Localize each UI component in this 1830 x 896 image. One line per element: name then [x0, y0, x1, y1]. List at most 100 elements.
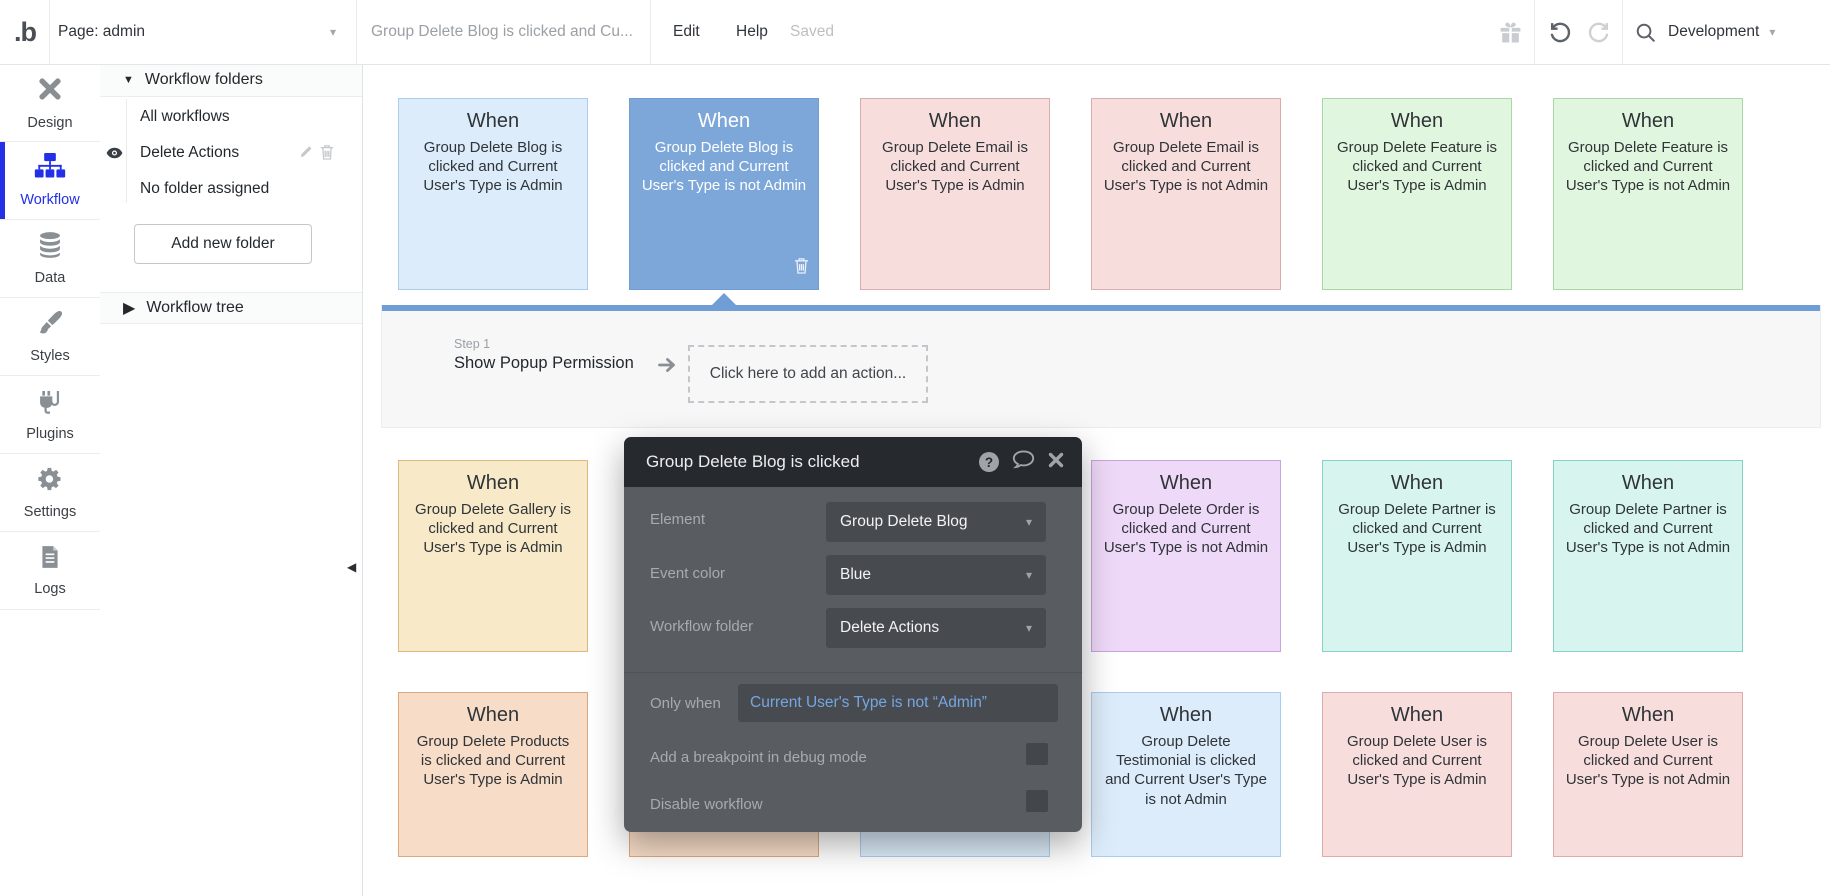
sidebar-item-label: Settings	[23, 504, 77, 520]
event-card-when-label: When	[1390, 472, 1444, 494]
workflow-event-card[interactable]: When Group Delete Blog is clicked and Cur…	[398, 98, 588, 290]
workflow-event-card[interactable]: When Group Delete User is clicked and Cur…	[1553, 692, 1743, 857]
folder-item-all-workflows[interactable]: All workflows	[100, 99, 362, 135]
workflow-folders-panel: ▼ Workflow folders All workflows Delete …	[100, 64, 363, 896]
workflow-event-card[interactable]: When Group Delete Order is clicked and Cu…	[1091, 460, 1281, 652]
menu-edit[interactable]: Edit	[673, 23, 700, 40]
trash-icon[interactable]	[320, 144, 334, 165]
workflow-title-field[interactable]: Group Delete Blog is clicked and Cu...	[371, 23, 633, 40]
sitemap-icon	[34, 153, 66, 186]
arrow-right-icon	[658, 357, 678, 378]
workflow-tree-header[interactable]: ▶ Workflow tree	[100, 292, 362, 324]
event-color-value: Blue	[840, 566, 872, 583]
environment-selector[interactable]: Development ▾	[1668, 0, 1775, 64]
left-nav-sidebar: Design Workflow Data Styles Plugins	[0, 64, 101, 896]
event-card-condition-text: Group Delete Testimonial is clicked and …	[1105, 733, 1267, 808]
page-selector[interactable]: Page: admin	[58, 23, 146, 40]
sidebar-item-logs[interactable]: Logs	[0, 532, 100, 610]
popup-title: Group Delete Blog is clicked	[646, 452, 860, 471]
panel-collapse-icon[interactable]: ◀	[347, 560, 357, 574]
sidebar-item-label: Plugins	[26, 426, 74, 442]
breakpoint-checkbox[interactable]	[1026, 743, 1048, 765]
workflow-event-card[interactable]: When Group Delete Testimonial is clicked …	[1091, 692, 1281, 857]
event-color-dropdown[interactable]: Blue ▾	[826, 555, 1046, 595]
only-when-condition-input[interactable]: Current User's Type is not “Admin”	[738, 684, 1058, 722]
add-action-button[interactable]: Click here to add an action...	[688, 345, 928, 403]
chevron-down-icon: ▾	[1769, 25, 1776, 39]
workflow-event-card[interactable]: When Group Delete Partner is clicked and …	[1322, 460, 1512, 652]
element-dropdown[interactable]: Group Delete Blog ▾	[826, 502, 1046, 542]
workflow-event-card[interactable]: When Group Delete Email is clicked and Cu…	[1091, 98, 1281, 290]
sidebar-item-label: Workflow	[20, 192, 80, 208]
step-panel: Step 1 Show Popup Permission Click here …	[381, 305, 1821, 428]
step-action-name[interactable]: Show Popup Permission	[454, 354, 634, 372]
step-panel-pointer	[712, 293, 736, 305]
workflow-folder-dropdown[interactable]: Delete Actions ▾	[826, 608, 1046, 648]
workflow-folder-label: Workflow folder	[650, 618, 754, 635]
popup-header[interactable]: Group Delete Blog is clicked ?	[624, 437, 1082, 487]
paintbrush-icon	[36, 309, 64, 342]
event-card-when-label: When	[1159, 110, 1213, 132]
event-color-label: Event color	[650, 565, 726, 582]
event-card-when-label: When	[1621, 704, 1675, 726]
workflow-event-card[interactable]: When Group Delete Partner is clicked and …	[1553, 460, 1743, 652]
design-tools-icon	[35, 74, 65, 109]
workflow-event-card[interactable]: When Group Delete Gallery is clicked and …	[398, 460, 588, 652]
event-card-condition-text: Group Delete Feature is clicked and Curr…	[1565, 139, 1731, 195]
divider	[1534, 0, 1535, 64]
environment-label: Development	[1668, 23, 1760, 40]
event-card-condition-text: Group Delete Gallery is clicked and Curr…	[415, 501, 571, 557]
help-icon[interactable]: ?	[979, 452, 999, 472]
chevron-down-icon[interactable]: ▾	[330, 25, 337, 39]
event-card-when-label: When	[1390, 110, 1444, 132]
workflow-event-card[interactable]: When Group Delete Feature is clicked and …	[1322, 98, 1512, 290]
menu-help[interactable]: Help	[736, 23, 768, 40]
event-properties-popup: Group Delete Blog is clicked ? Element G…	[624, 437, 1082, 832]
event-card-condition-text: Group Delete Order is clicked and Curren…	[1103, 501, 1269, 557]
folder-item-label: No folder assigned	[140, 180, 270, 197]
sidebar-item-label: Data	[34, 270, 66, 286]
disable-workflow-checkbox[interactable]	[1026, 790, 1048, 812]
sidebar-item-settings[interactable]: Settings	[0, 454, 100, 532]
chevron-down-icon: ▾	[1025, 515, 1032, 529]
trash-icon[interactable]	[794, 257, 809, 279]
workflow-folders-header[interactable]: ▼ Workflow folders	[100, 64, 362, 97]
close-icon[interactable]	[1048, 452, 1064, 473]
workflow-folders-title: Workflow folders	[144, 71, 263, 88]
event-card-condition-text: Group Delete Email is clicked and Curren…	[882, 139, 1028, 195]
workflow-event-card[interactable]: When Group Delete Feature is clicked and …	[1553, 98, 1743, 290]
sidebar-item-data[interactable]: Data	[0, 220, 100, 298]
workflow-event-card[interactable]: When Group Delete User is clicked and Cur…	[1322, 692, 1512, 857]
search-icon[interactable]	[1628, 0, 1662, 64]
folder-item-no-folder[interactable]: No folder assigned	[100, 171, 362, 207]
divider	[650, 0, 651, 64]
gift-icon[interactable]	[1492, 0, 1528, 64]
element-label: Element	[650, 511, 706, 528]
event-card-when-label: When	[466, 472, 520, 494]
divider	[126, 99, 127, 203]
add-new-folder-button[interactable]: Add new folder	[134, 224, 312, 264]
eye-icon[interactable]	[105, 144, 124, 167]
sidebar-item-styles[interactable]: Styles	[0, 298, 100, 376]
event-card-condition-text: Group Delete Partner is clicked and Curr…	[1338, 501, 1496, 557]
sidebar-item-workflow[interactable]: Workflow	[0, 142, 100, 220]
workflow-event-card[interactable]: When Group Delete Email is clicked and Cu…	[860, 98, 1050, 290]
divider	[624, 672, 1082, 673]
event-card-when-label: When	[466, 704, 520, 726]
folder-item-delete-actions[interactable]: Delete Actions	[100, 135, 362, 171]
workflow-event-card[interactable]: When Group Delete Blog is clicked and Cur…	[629, 98, 819, 290]
redo-icon[interactable]	[1581, 0, 1617, 64]
sidebar-item-design[interactable]: Design	[0, 64, 100, 142]
sidebar-item-plugins[interactable]: Plugins	[0, 376, 100, 454]
bubble-logo[interactable]: .b	[14, 16, 37, 47]
folder-list: All workflows Delete Actions No folder	[100, 97, 362, 207]
workflow-event-card[interactable]: When Group Delete Products is clicked and…	[398, 692, 588, 857]
step-number: Step 1	[454, 337, 491, 351]
folder-item-label: Delete Actions	[140, 144, 240, 161]
pencil-icon[interactable]	[299, 144, 314, 165]
undo-icon[interactable]	[1541, 0, 1577, 64]
comment-icon[interactable]	[1012, 450, 1035, 474]
triangle-right-icon: ▶	[123, 300, 136, 317]
gear-icon	[36, 465, 64, 498]
